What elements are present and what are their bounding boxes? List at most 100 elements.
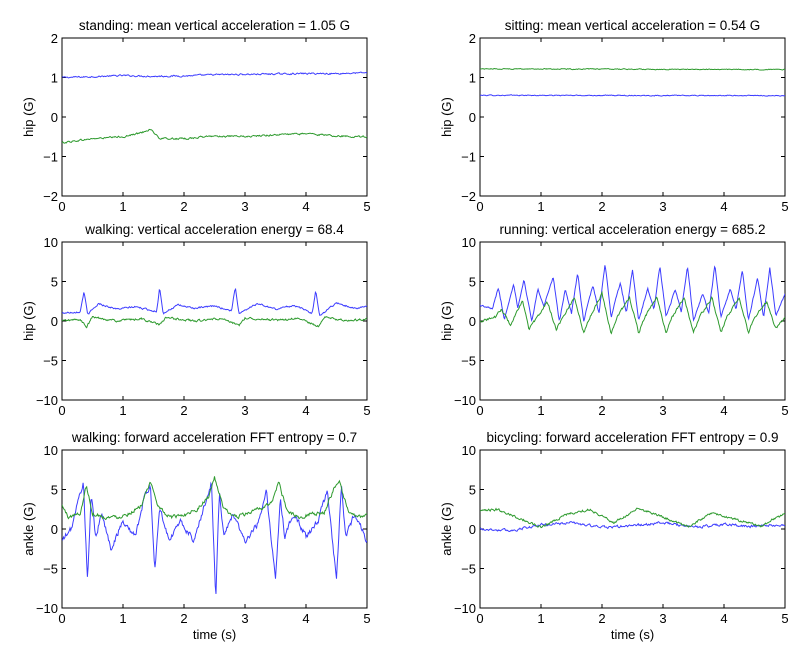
plot-frame <box>61 449 368 609</box>
y-axis-label: hip (G) <box>21 97 36 137</box>
subplot-3: walking: vertical acceleration energy = … <box>21 222 371 418</box>
y-tick-label: 0 <box>469 314 476 329</box>
y-tick-label: −5 <box>43 562 58 577</box>
y-tick-label: 1 <box>51 71 58 86</box>
subplot-title: walking: vertical acceleration energy = … <box>84 222 344 237</box>
y-tick-label: 10 <box>44 235 58 250</box>
subplot-title: walking: forward acceleration FFT entrop… <box>71 430 357 445</box>
subplot-title: standing: mean vertical acceleration = 1… <box>79 18 350 33</box>
y-axis-label: ankle (G) <box>439 502 454 555</box>
subplot-title: running: vertical acceleration energy = … <box>499 222 765 237</box>
y-tick-label: −5 <box>461 562 476 577</box>
y-axis-label: hip (G) <box>21 301 36 341</box>
y-tick-label: −5 <box>461 354 476 369</box>
series-line-1 <box>480 265 785 322</box>
y-tick-label: 0 <box>51 314 58 329</box>
x-axis-label: time (s) <box>611 627 654 642</box>
y-tick-label: 5 <box>469 275 476 290</box>
plot-frame <box>61 241 368 401</box>
x-tick-label: 2 <box>180 403 187 418</box>
y-tick-label: −10 <box>454 601 476 616</box>
x-tick-label: 4 <box>302 403 309 418</box>
series-line-2 <box>480 290 785 335</box>
y-tick-label: −5 <box>43 354 58 369</box>
x-tick-label: 2 <box>180 199 187 214</box>
x-tick-label: 5 <box>363 403 370 418</box>
series-line-2 <box>480 67 785 71</box>
x-tick-label: 1 <box>119 611 126 626</box>
x-tick-label: 1 <box>119 403 126 418</box>
x-tick-label: 4 <box>302 199 309 214</box>
plot-frame <box>479 449 786 609</box>
y-tick-label: −2 <box>461 189 476 204</box>
y-tick-label: 5 <box>51 483 58 498</box>
series-line-1 <box>480 94 785 97</box>
series-line-2 <box>62 316 367 329</box>
x-tick-label: 5 <box>363 199 370 214</box>
x-tick-label: 0 <box>476 403 483 418</box>
y-tick-label: 0 <box>469 522 476 537</box>
y-tick-label: 5 <box>469 483 476 498</box>
y-tick-label: 0 <box>469 110 476 125</box>
y-axis-label: hip (G) <box>439 301 454 341</box>
x-tick-label: 2 <box>598 611 605 626</box>
x-tick-label: 3 <box>241 611 248 626</box>
y-tick-label: −10 <box>36 601 58 616</box>
x-tick-label: 2 <box>180 611 187 626</box>
x-tick-label: 5 <box>781 611 788 626</box>
x-tick-label: 2 <box>598 403 605 418</box>
x-axis-label: time (s) <box>193 627 236 642</box>
x-tick-label: 4 <box>302 611 309 626</box>
series-line-2 <box>62 476 367 521</box>
subplot-6: bicycling: forward acceleration FFT entr… <box>439 430 789 642</box>
y-axis-label: hip (G) <box>439 97 454 137</box>
x-tick-label: 5 <box>781 403 788 418</box>
series-line-2 <box>480 507 785 529</box>
plot-frame <box>479 241 786 401</box>
x-tick-label: 1 <box>537 199 544 214</box>
y-tick-label: 5 <box>51 275 58 290</box>
y-tick-label: −2 <box>43 189 58 204</box>
x-tick-label: 3 <box>241 199 248 214</box>
subplot-4: running: vertical acceleration energy = … <box>439 222 789 418</box>
x-tick-label: 4 <box>720 611 727 626</box>
x-tick-label: 1 <box>537 403 544 418</box>
subplot-1: standing: mean vertical acceleration = 1… <box>21 18 371 214</box>
x-tick-label: 4 <box>720 199 727 214</box>
y-tick-label: 1 <box>469 71 476 86</box>
series-line-1 <box>62 71 367 79</box>
series-line-1 <box>480 521 785 533</box>
series-line-1 <box>62 481 367 594</box>
x-tick-label: 1 <box>537 611 544 626</box>
x-tick-label: 3 <box>659 611 666 626</box>
y-tick-label: −1 <box>43 150 58 165</box>
x-tick-label: 0 <box>58 403 65 418</box>
plot-frame <box>479 37 786 197</box>
y-axis-label: ankle (G) <box>21 502 36 555</box>
x-tick-label: 5 <box>363 611 370 626</box>
y-tick-label: −10 <box>454 393 476 408</box>
x-tick-label: 1 <box>119 199 126 214</box>
y-tick-label: 2 <box>51 31 58 46</box>
x-tick-label: 5 <box>781 199 788 214</box>
x-tick-label: 3 <box>659 199 666 214</box>
x-tick-label: 0 <box>476 611 483 626</box>
y-tick-label: 0 <box>51 110 58 125</box>
x-tick-label: 0 <box>58 199 65 214</box>
x-tick-label: 3 <box>241 403 248 418</box>
subplot-2: sitting: mean vertical acceleration = 0.… <box>439 18 789 214</box>
x-tick-label: 0 <box>476 199 483 214</box>
y-tick-label: −10 <box>36 393 58 408</box>
y-tick-label: 10 <box>462 235 476 250</box>
subplot-5: walking: forward acceleration FFT entrop… <box>21 430 371 642</box>
series-line-1 <box>62 287 367 316</box>
subplot-title: sitting: mean vertical acceleration = 0.… <box>505 18 761 33</box>
x-tick-label: 2 <box>598 199 605 214</box>
subplot-title: bicycling: forward acceleration FFT entr… <box>486 430 778 445</box>
y-tick-label: 2 <box>469 31 476 46</box>
x-tick-label: 4 <box>720 403 727 418</box>
plot-frame <box>61 37 368 197</box>
series-line-2 <box>62 128 367 144</box>
y-tick-label: 0 <box>51 522 58 537</box>
